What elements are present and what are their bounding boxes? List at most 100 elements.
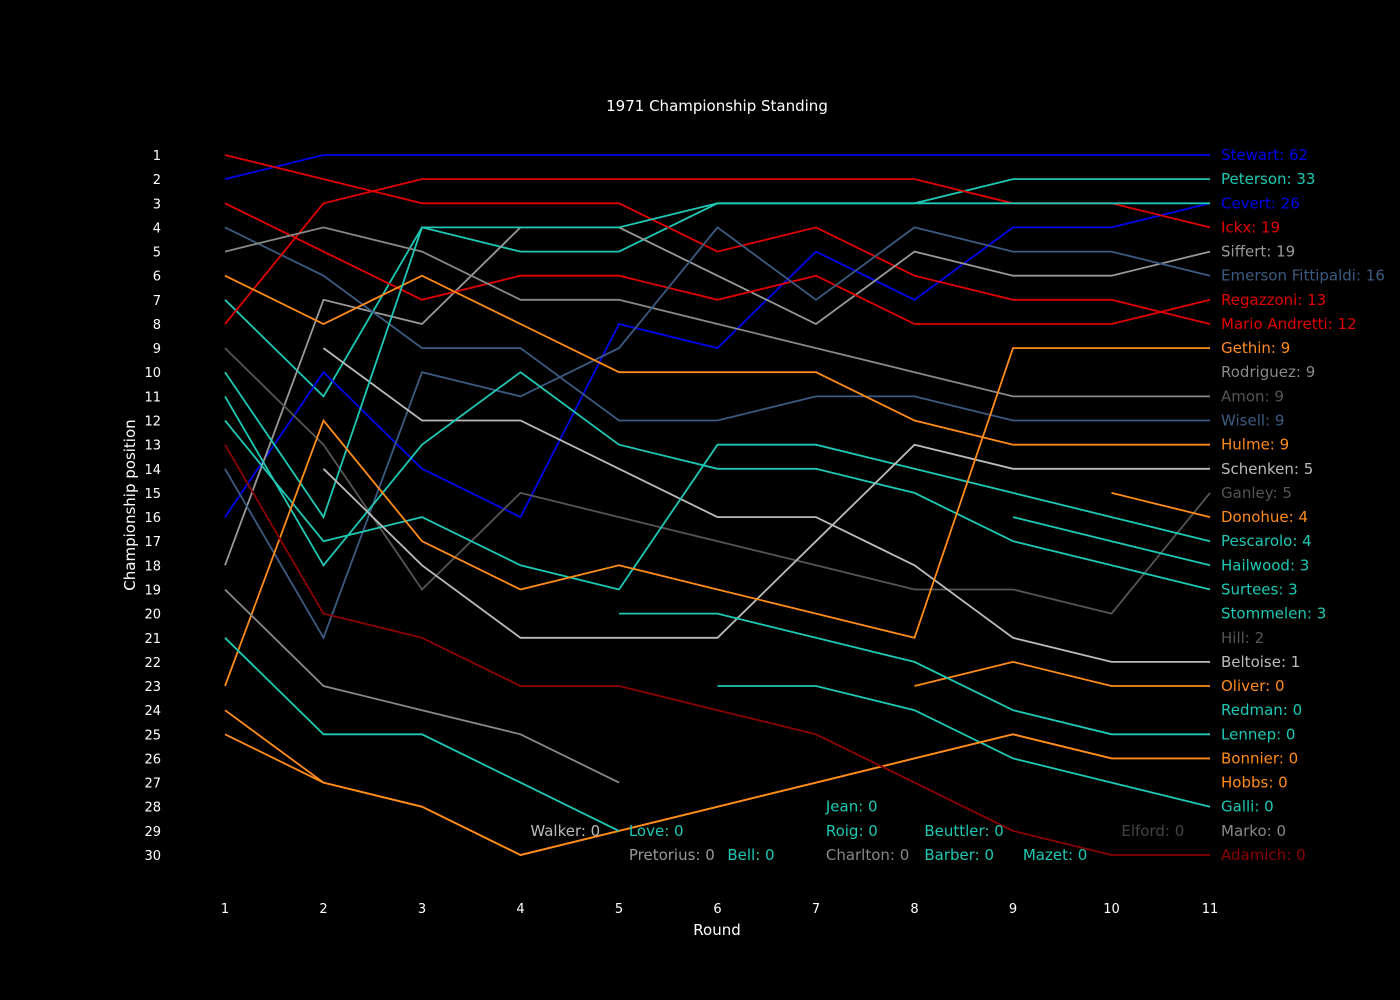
x-tick-label: 8 (910, 902, 918, 917)
series-line-wisell (224, 226, 1211, 640)
end-label-siffert: Siffert: 19 (1221, 243, 1295, 261)
end-label-hulme: Hulme: 9 (1221, 436, 1289, 454)
y-tick-label: 5 (153, 246, 161, 261)
end-label-galli: Galli: 0 (1221, 798, 1274, 816)
series-line-stewart (224, 154, 1210, 180)
x-tick-label: 6 (713, 902, 721, 917)
end-label-schenken: Schenken: 5 (1221, 460, 1313, 478)
y-tick-label: 23 (144, 680, 161, 695)
end-label-stewart: Stewart: 62 (1221, 146, 1308, 164)
y-tick-label: 14 (144, 463, 161, 478)
y-tick-label: 22 (144, 656, 161, 671)
end-label-adamich: Adamich: 0 (1221, 846, 1306, 864)
x-tick-label: 2 (319, 902, 327, 917)
x-tick-label: 1 (221, 902, 229, 917)
series-line-pescarolo (224, 202, 1210, 520)
y-tick-label: 30 (144, 849, 161, 864)
inline-label: Elford: 0 (1121, 822, 1184, 840)
end-label-pescarolo: Pescarolo: 4 (1221, 532, 1312, 550)
y-tick-label: 27 (144, 777, 161, 792)
series-line-hobbs (224, 347, 1210, 687)
series-line-surtees (224, 419, 1211, 591)
y-tick-label: 26 (144, 752, 161, 767)
series-line-schenken (322, 347, 1210, 663)
inline-labels: Walker: 0 Love: 0 Pretorius: 0 Bell: 0 Jean:… (530, 798, 1184, 864)
inline-label: Jean: 0 (825, 798, 878, 816)
inline-label: Bell: 0 (727, 846, 774, 864)
series-line-beltoise (322, 443, 1210, 639)
y-tick-label: 21 (144, 632, 161, 647)
end-label-emerson-fittipaldi: Emerson Fittipaldi: 16 (1221, 267, 1385, 285)
series-line-amon (224, 347, 1211, 615)
x-axis-label: Round (693, 921, 740, 939)
end-label-wisell: Wisell: 9 (1221, 412, 1284, 430)
y-tick-label: 6 (153, 270, 161, 285)
end-label-rodriguez: Rodriguez: 9 (1221, 363, 1315, 381)
end-label-oliver: Oliver: 0 (1221, 677, 1285, 695)
inline-label: Barber: 0 (924, 846, 994, 864)
y-tick-label: 24 (144, 704, 161, 719)
series-line-rodriguez (224, 226, 1210, 398)
y-tick-label: 16 (144, 511, 161, 526)
end-label-hobbs: Hobbs: 0 (1221, 774, 1288, 792)
series-line-stommelen (224, 371, 1211, 591)
x-tick-label: 10 (1103, 902, 1120, 917)
y-tick-label: 18 (144, 559, 161, 574)
end-label-mario-andretti: Mario Andretti: 12 (1221, 315, 1357, 333)
y-tick-label: 20 (144, 608, 161, 623)
x-tick-label: 11 (1202, 902, 1219, 917)
end-label-redman: Redman: 0 (1221, 701, 1302, 719)
y-axis-ticks: 1234567891011121314151617181920212223242… (144, 149, 161, 864)
series-line-cevert (224, 202, 1211, 519)
series-line-bonnier (224, 709, 1210, 856)
y-tick-label: 25 (144, 728, 161, 743)
x-tick-label: 7 (812, 902, 820, 917)
end-label-ickx: Ickx: 19 (1221, 218, 1280, 236)
series-line-redman (717, 685, 1211, 808)
y-tick-label: 12 (144, 415, 161, 430)
y-tick-label: 10 (144, 366, 161, 381)
x-tick-label: 4 (516, 902, 524, 917)
end-label-donohue: Donohue: 4 (1221, 508, 1308, 526)
y-tick-label: 28 (144, 801, 161, 816)
y-tick-label: 19 (144, 583, 161, 598)
series-line-galli (224, 637, 620, 832)
y-tick-label: 3 (153, 197, 161, 212)
inline-label: Love: 0 (629, 822, 684, 840)
x-tick-label: 3 (418, 902, 426, 917)
end-label-lennep: Lennep: 0 (1221, 725, 1295, 743)
end-label-ganley: Ganley: 5 (1221, 484, 1292, 502)
series-end-labels: Stewart: 62 Peterson: 33 Cevert: 26 Ickx: 1… (1221, 146, 1385, 864)
inline-label: Pretorius: 0 (629, 846, 715, 864)
y-tick-label: 8 (153, 318, 161, 333)
x-tick-label: 5 (615, 902, 623, 917)
series-line-lennep (619, 612, 1210, 736)
y-tick-label: 9 (153, 342, 161, 357)
y-tick-label: 29 (144, 825, 161, 840)
y-axis-label: Championship position (121, 419, 139, 590)
inline-label: Beuttler: 0 (924, 822, 1003, 840)
x-axis-ticks: 1 2 3 4 5 6 7 8 9 10 11 (221, 902, 1218, 917)
end-label-hill: Hill: 2 (1221, 629, 1264, 647)
end-label-cevert: Cevert: 26 (1221, 194, 1300, 212)
series-line-donohue (1111, 492, 1211, 518)
end-label-marko: Marko: 0 (1221, 822, 1286, 840)
y-tick-label: 7 (153, 294, 161, 309)
end-label-stommelen: Stommelen: 3 (1221, 605, 1326, 623)
inline-label: Charlton: 0 (826, 846, 909, 864)
chart-title: 1971 Championship Standing (606, 97, 828, 115)
end-label-regazzoni: Regazzoni: 13 (1221, 291, 1326, 309)
end-label-gethin: Gethin: 9 (1221, 339, 1290, 357)
series-line-siffert (224, 226, 1211, 566)
series-line-regazzoni (224, 202, 1211, 325)
series-line-marko (224, 588, 620, 784)
end-label-surtees: Surtees: 3 (1221, 580, 1298, 598)
series-line-hailwood (1012, 516, 1211, 567)
series-line-ickx (224, 154, 1211, 325)
y-tick-label: 1 (153, 149, 161, 164)
y-tick-label: 11 (144, 390, 161, 405)
inline-label: Walker: 0 (530, 822, 600, 840)
end-label-amon: Amon: 9 (1221, 387, 1284, 405)
